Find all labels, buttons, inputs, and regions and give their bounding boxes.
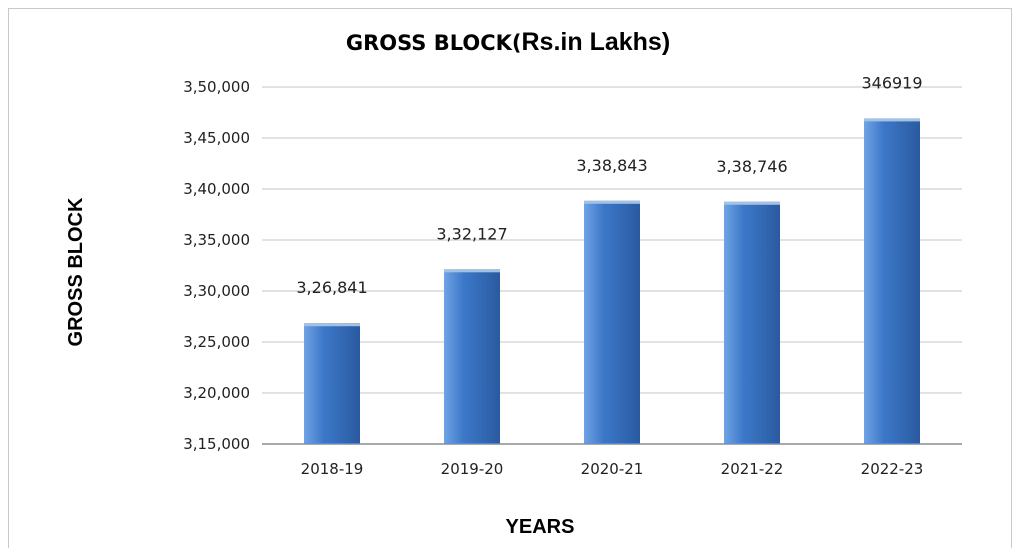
y-tick-label: 3,40,000 (183, 180, 250, 198)
bar-highlight (304, 323, 360, 327)
x-tick-label: 2022-23 (861, 460, 924, 478)
bar (864, 118, 920, 444)
chart-title: GROSS BLOCK(Rs.in Lakhs) (346, 28, 670, 56)
x-tick-label: 2018-19 (301, 460, 364, 478)
bars (304, 118, 920, 444)
chart-frame (8, 8, 1012, 548)
y-axis-title: GROSS BLOCK (65, 197, 87, 346)
bar-highlight (444, 269, 500, 273)
y-tick-label: 3,30,000 (183, 282, 250, 300)
bar (724, 201, 780, 444)
bar (304, 323, 360, 444)
x-axis-title: YEARS (506, 516, 575, 538)
data-label: 3,32,127 (436, 224, 507, 243)
y-tick-label: 3,35,000 (183, 231, 250, 249)
data-label: 3,38,746 (716, 157, 787, 176)
y-tick-label: 3,20,000 (183, 384, 250, 402)
x-tick-label: 2021-22 (721, 460, 784, 478)
x-tick-label: 2020-21 (581, 460, 644, 478)
bar (584, 200, 640, 444)
y-axis-ticks: 3,15,000 3,20,000 3,25,000 3,30,000 3,35,000… (183, 78, 250, 453)
bar (444, 269, 500, 444)
bar-highlight (864, 118, 920, 122)
data-label: 3,26,841 (296, 278, 367, 297)
x-tick-label: 2019-20 (441, 460, 504, 478)
x-axis-ticks: 2018-19 2019-20 2020-21 2021-22 2022-23 (301, 460, 924, 478)
data-label: 346919 (861, 73, 922, 92)
y-tick-label: 3,45,000 (183, 129, 250, 147)
y-tick-label: 3,15,000 (183, 435, 250, 453)
y-tick-label: 3,25,000 (183, 333, 250, 351)
data-label: 3,38,843 (576, 156, 647, 175)
data-labels: 3,26,841 3,32,127 3,38,843 3,38,746 346919 (296, 73, 922, 297)
y-tick-label: 3,50,000 (183, 78, 250, 96)
bar-highlight (584, 200, 640, 204)
bar-highlight (724, 201, 780, 205)
